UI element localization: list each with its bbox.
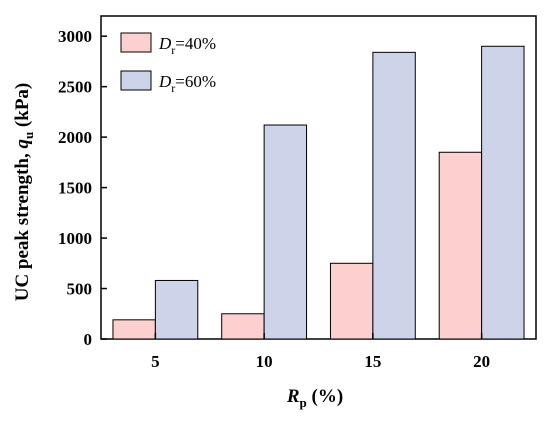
legend-swatch-dr40: [120, 32, 152, 53]
legend-swatch-dr60: [120, 70, 152, 91]
bar-dr60-rp20: [481, 45, 525, 340]
x-tick-label-15: 15: [364, 352, 381, 371]
bar-dr60-rp10: [263, 124, 308, 340]
bar-dr40-rp5: [112, 319, 156, 340]
bar-dr40-rp20: [438, 151, 483, 340]
x-tick-label-20: 20: [473, 352, 490, 371]
bar-dr40-rp15: [329, 262, 374, 340]
bar-dr60-rp15: [372, 51, 416, 340]
x-tick-label-10: 10: [256, 352, 273, 371]
plot-frame: [100, 15, 537, 340]
y-tick-label-2500: 2500: [58, 78, 92, 97]
y-tick-label-2000: 2000: [58, 128, 92, 147]
bars-group: [112, 45, 525, 340]
y-tick-label-3000: 3000: [58, 27, 92, 46]
y-axis-title: UC peak strength, qu (kPa): [12, 83, 36, 302]
y-tick-label-0: 0: [84, 330, 93, 349]
x-tick-label-5: 5: [151, 352, 160, 371]
plot-area: [100, 15, 537, 340]
legend-label-dr60: Dr=60%: [158, 72, 216, 95]
axes-group: 5 10 15 20 0 500 1000 1500 2000 2500 3000: [58, 27, 490, 371]
bar-dr60-rp5: [154, 279, 199, 340]
y-tick-label-1500: 1500: [58, 179, 92, 198]
y-tick-label-1000: 1000: [58, 229, 92, 248]
y-tick-label-500: 500: [67, 280, 93, 299]
legend-label-dr40: Dr=40%: [158, 34, 216, 57]
legend: Dr=40% Dr=60%: [117, 27, 243, 117]
bar-dr40-rp10: [221, 313, 265, 340]
x-axis-title: Rp (%): [286, 386, 343, 410]
